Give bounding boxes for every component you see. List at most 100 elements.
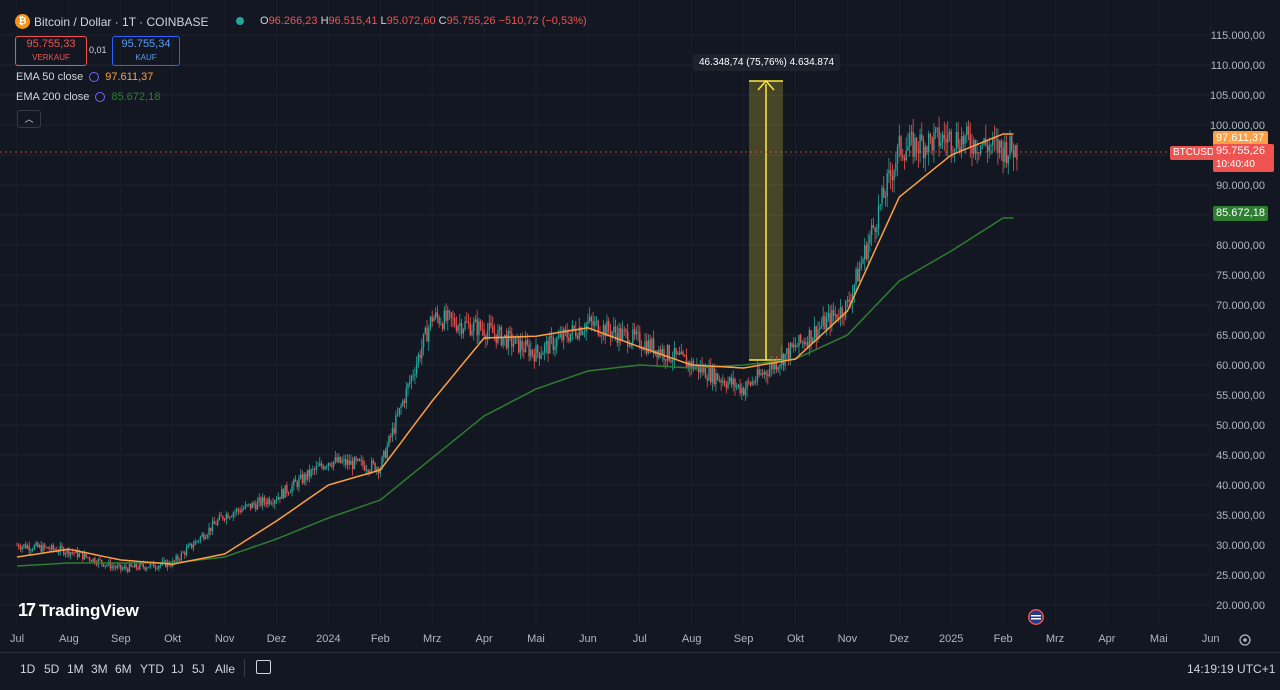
candle-body [881, 187, 883, 205]
tradingview-logo[interactable]: 17 TradingView [18, 600, 139, 620]
sell-button[interactable]: 95.755,33 VERKAUF [15, 36, 87, 66]
candle-body [320, 463, 323, 467]
range-5d[interactable]: 5D [44, 662, 60, 676]
candle-body [697, 364, 700, 373]
candle-body [23, 544, 25, 547]
candle-body [969, 134, 971, 148]
utc-clock[interactable]: 14:19:19 UTC+1 [1187, 662, 1276, 676]
candle-body [601, 335, 603, 337]
goto-date-icon[interactable] [256, 660, 271, 674]
candle-body [61, 545, 63, 549]
candle-body [490, 322, 492, 327]
candle-body [569, 333, 572, 342]
candle-body [898, 136, 900, 147]
candle-body [684, 354, 686, 357]
us-flag-icon[interactable] [1028, 609, 1044, 625]
candle-body [819, 327, 821, 330]
time-axis-label: Nov [838, 633, 858, 645]
time-axis-label: Dez [267, 633, 287, 645]
candle-body [1000, 140, 1003, 148]
candle-body [358, 458, 361, 461]
candle-body [846, 299, 849, 301]
candle-body [671, 360, 674, 362]
candle-body [542, 352, 544, 355]
candle-body [407, 383, 409, 389]
candle-body [1014, 145, 1016, 158]
candle-body [389, 436, 392, 437]
candle-body [133, 563, 136, 568]
candle-body [66, 548, 68, 554]
range-3m[interactable]: 3M [91, 662, 108, 676]
chevron-up-icon[interactable]: ︿ [17, 110, 41, 128]
candle-body [699, 365, 702, 373]
candle-body [45, 547, 48, 548]
candle-body [568, 337, 570, 342]
ema200-line [16, 217, 1014, 567]
candle-body [313, 469, 316, 471]
candle-body [756, 369, 759, 382]
range-1m[interactable]: 1M [67, 662, 84, 676]
candle-body [621, 329, 624, 340]
candle-body [428, 327, 430, 342]
candle-body [85, 553, 87, 558]
candle-body [236, 508, 238, 512]
candle-body [573, 325, 575, 330]
buy-button[interactable]: 95.755,34 KAUF [112, 36, 180, 66]
candle-body [438, 317, 440, 324]
candle-body [466, 321, 468, 323]
candle-body [402, 400, 404, 406]
range-1d[interactable]: 1D [20, 662, 36, 676]
candle-body [903, 157, 906, 161]
candle-body [505, 334, 508, 349]
candle-body [549, 335, 551, 354]
time-axis-label: Apr [1098, 633, 1115, 645]
candle-body [457, 326, 459, 331]
symbol-title[interactable]: Bitcoin / Dollar · 1T · COINBASE [34, 15, 209, 29]
chart-canvas[interactable]: 115.000,00 110.000,00 105.000,00 100.000,00… [0, 0, 1280, 652]
candle-body [948, 131, 951, 135]
candle-body [493, 332, 496, 335]
candle-body [1016, 145, 1018, 160]
ema200-legend[interactable]: EMA 200 close 85.672,18 [16, 91, 161, 103]
candle-body [447, 310, 449, 321]
candle-body [197, 540, 200, 542]
candle-body [606, 321, 608, 337]
candle-body [858, 267, 861, 282]
candle-body [670, 360, 672, 362]
candle-body [241, 509, 243, 513]
range-6m[interactable]: 6M [115, 662, 132, 676]
time-axis-label: Sep [734, 633, 754, 645]
candle-body [947, 134, 949, 143]
candle-body [68, 548, 70, 556]
candle-body [201, 534, 203, 537]
candle-body [419, 354, 421, 359]
candle-body [530, 349, 532, 357]
candle-body [474, 319, 477, 322]
candle-body [130, 564, 132, 567]
range-1j[interactable]: 1J [171, 662, 184, 676]
candle-body [834, 314, 836, 316]
candle-body [286, 485, 288, 494]
candle-body [843, 316, 845, 318]
candle-body [817, 329, 819, 340]
range-alle[interactable]: Alle [215, 662, 236, 676]
gear-icon[interactable] [1239, 634, 1251, 646]
ema50-legend[interactable]: EMA 50 close 97.611,37 [16, 71, 154, 83]
candle-body [630, 343, 632, 347]
candle-body [853, 284, 856, 293]
chart-area[interactable]: 115.000,00 110.000,00 105.000,00 100.000,00… [0, 0, 1280, 652]
candle-body [215, 523, 217, 525]
candle-body [953, 148, 956, 151]
candle-body [677, 352, 679, 355]
candle-body [557, 336, 560, 339]
market-status-icon[interactable] [236, 17, 244, 25]
candle-body [175, 555, 177, 561]
time-axis-label: Apr [476, 633, 493, 645]
candle-body [234, 511, 236, 513]
candle-body [547, 341, 549, 354]
candle-body [767, 374, 769, 377]
candle-body [462, 329, 465, 334]
range-5j[interactable]: 5J [192, 662, 205, 676]
range-ytd[interactable]: YTD [140, 662, 164, 676]
candle-body [396, 414, 399, 416]
